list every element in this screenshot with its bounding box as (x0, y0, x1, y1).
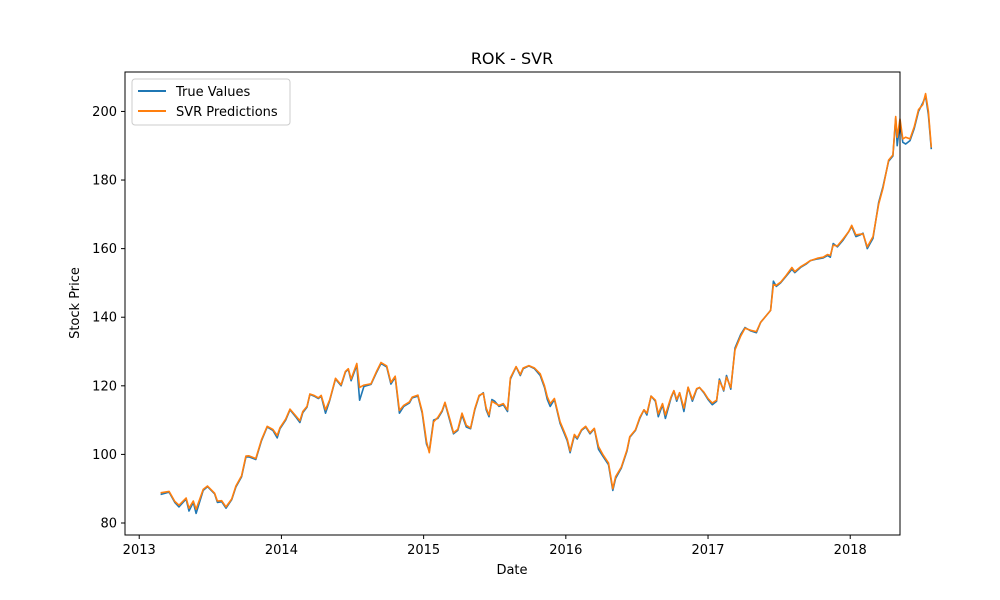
legend: True Values SVR Predictions (131, 78, 291, 126)
y-tick-label: 180 (92, 174, 117, 189)
x-axis-label: Date (496, 563, 527, 578)
x-axis: 2013 2014 2015 2016 2017 2018 (123, 535, 867, 558)
y-tick-label: 200 (92, 105, 117, 120)
x-tick-label: 2018 (834, 543, 867, 558)
x-tick-label: 2015 (407, 543, 440, 558)
y-axis: 80 100 120 140 160 180 200 (92, 105, 125, 531)
series-line-svr-predictions (160, 92, 933, 511)
chart-title: ROK - SVR (471, 49, 553, 68)
x-tick-label: 2014 (265, 543, 298, 558)
y-axis-label: Stock Price (68, 267, 83, 339)
x-tick-label: 2016 (549, 543, 582, 558)
y-tick-label: 120 (92, 379, 117, 394)
series-group (160, 92, 933, 515)
y-tick-label: 100 (92, 448, 117, 463)
legend-label-true-values: True Values (175, 85, 250, 100)
y-tick-label: 80 (100, 516, 117, 531)
x-tick-label: 2017 (691, 543, 724, 558)
plot-area (124, 71, 933, 536)
legend-label-svr-predictions: SVR Predictions (176, 105, 278, 120)
y-tick-label: 140 (92, 311, 117, 326)
x-tick-label: 2013 (123, 543, 156, 558)
legend-frame (131, 78, 291, 126)
plot-frame (124, 71, 901, 536)
y-tick-label: 160 (92, 242, 117, 257)
